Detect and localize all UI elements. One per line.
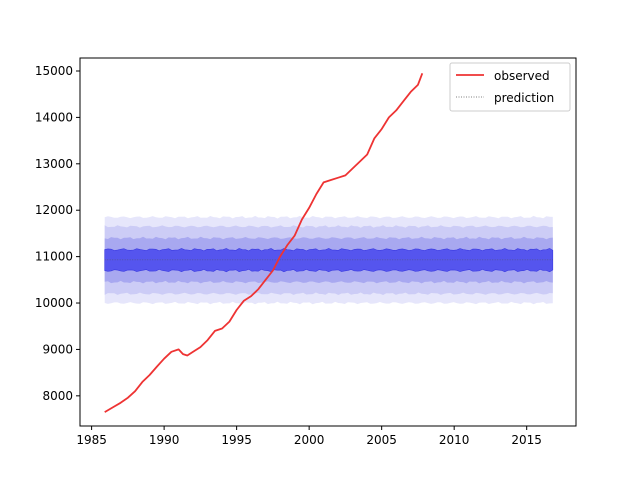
legend: observed prediction — [449, 62, 571, 112]
y-tick-label: 12000 — [35, 203, 73, 217]
x-tick-label: 1995 — [221, 433, 252, 447]
y-tick-label: 11000 — [35, 250, 73, 264]
y-tick-label: 14000 — [35, 110, 73, 124]
x-tick-label: 2000 — [294, 433, 325, 447]
x-tick-label: 2010 — [439, 433, 470, 447]
y-axis: 8000 9000 10000 11000 12000 13000 14000 15000 — [35, 64, 80, 403]
x-tick-label: 1990 — [149, 433, 180, 447]
plot-area-frame — [79, 57, 577, 427]
x-tick-label: 2005 — [366, 433, 397, 447]
y-tick-label: 13000 — [35, 157, 73, 171]
y-tick-label: 9000 — [42, 342, 73, 356]
y-tick-label: 15000 — [35, 64, 73, 78]
legend-observed-label: observed — [494, 69, 550, 83]
prediction-band-4 — [104, 248, 554, 273]
prediction-bands — [104, 215, 554, 305]
x-tick-label: 1985 — [76, 433, 107, 447]
x-tick-label: 2015 — [511, 433, 542, 447]
x-axis: 1985 1990 1995 2000 2005 2010 2015 — [76, 426, 542, 447]
observed-line — [104, 72, 424, 413]
legend-prediction-label: prediction — [494, 91, 554, 105]
observed-series — [104, 72, 424, 413]
y-tick-label: 8000 — [42, 389, 73, 403]
y-tick-label: 10000 — [35, 296, 73, 310]
